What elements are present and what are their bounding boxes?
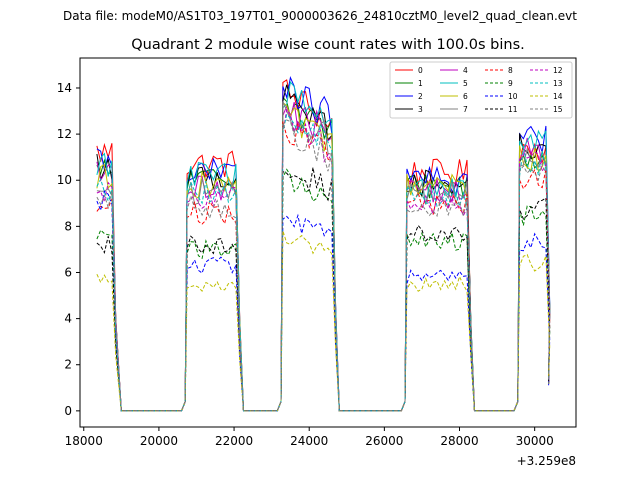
series-line-14 xyxy=(96,230,551,412)
legend-label-6: 6 xyxy=(463,92,468,101)
legend-label-10: 10 xyxy=(508,92,518,101)
legend-box xyxy=(389,61,573,119)
legend-label-2: 2 xyxy=(418,92,423,101)
x-tick-label: 30000 xyxy=(516,434,554,448)
legend-label-3: 3 xyxy=(418,105,423,114)
legend-label-7: 7 xyxy=(463,105,468,114)
series-line-0 xyxy=(96,79,551,412)
legend-label-4: 4 xyxy=(463,66,468,75)
x-tick-label: 28000 xyxy=(440,434,478,448)
legend-label-9: 9 xyxy=(508,79,513,88)
series-line-8 xyxy=(96,121,551,412)
data-file-caption: Data file: modeM0/AS1T03_197T01_90000036… xyxy=(63,9,577,23)
x-offset-label: +3.259e8 xyxy=(517,454,576,468)
y-tick-label: 10 xyxy=(57,173,72,187)
axes-ticks: 18000 20000 22000 24000 26000 28000 30000 0 2 4 6 8… xyxy=(57,81,554,448)
series-line-15 xyxy=(96,119,551,412)
plot-lines xyxy=(96,76,551,412)
legend-label-0: 0 xyxy=(418,66,423,75)
x-tick-label: 20000 xyxy=(140,434,178,448)
y-tick-label: 14 xyxy=(57,81,72,95)
legend-label-5: 5 xyxy=(463,79,468,88)
y-tick-label: 12 xyxy=(57,127,72,141)
legend-label-14: 14 xyxy=(553,92,563,101)
x-tick-label: 24000 xyxy=(290,434,328,448)
series-line-9 xyxy=(96,168,551,412)
legend-label-12: 12 xyxy=(553,66,563,75)
legend-label-8: 8 xyxy=(508,66,513,75)
series-line-6 xyxy=(96,101,551,412)
y-tick-label: 0 xyxy=(64,404,72,418)
legend-label-11: 11 xyxy=(508,105,518,114)
legend-label-1: 1 xyxy=(418,79,423,88)
legend-label-15: 15 xyxy=(553,105,563,114)
series-line-13 xyxy=(96,113,551,412)
x-tick-label: 18000 xyxy=(65,434,103,448)
chart-title: Quadrant 2 module wise count rates with … xyxy=(131,37,525,53)
series-line-10 xyxy=(96,190,551,412)
y-tick-label: 6 xyxy=(64,265,72,279)
y-tick-label: 4 xyxy=(64,312,72,326)
plot-frame xyxy=(79,57,577,428)
series-line-11 xyxy=(96,167,551,412)
legend-label-13: 13 xyxy=(553,79,563,88)
y-tick-label: 2 xyxy=(64,358,72,372)
x-tick-label: 22000 xyxy=(215,434,253,448)
y-tick-label: 8 xyxy=(64,219,72,233)
x-tick-label: 26000 xyxy=(365,434,403,448)
